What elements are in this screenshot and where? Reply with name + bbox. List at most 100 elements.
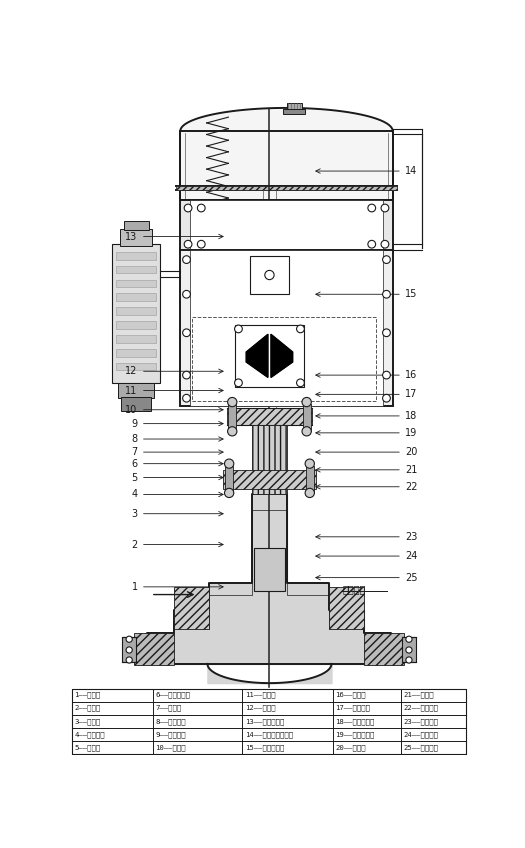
Circle shape (302, 398, 311, 407)
Text: 8——波纹管；: 8——波纹管； (155, 718, 186, 724)
Text: 4: 4 (132, 489, 138, 499)
Bar (72, 689, 466, 754)
Text: 10——填料；: 10——填料； (155, 744, 186, 750)
Text: 17——蝶螺母；: 17——蝶螺母； (335, 705, 370, 711)
Circle shape (368, 240, 375, 248)
Text: 17: 17 (405, 389, 417, 399)
Bar (402, 637, 416, 661)
Text: 11——螺柱；: 11——螺柱； (245, 692, 275, 699)
Bar (174, 587, 209, 629)
Text: 5——垫片；: 5——垫片； (74, 744, 100, 750)
Bar (284, 109, 305, 114)
Text: 15: 15 (405, 289, 417, 299)
Circle shape (383, 371, 391, 379)
Bar (120, 229, 152, 246)
Circle shape (302, 427, 311, 436)
Text: 11: 11 (125, 386, 138, 395)
Text: 14——气动执行机构；: 14——气动执行机构； (245, 731, 293, 738)
Circle shape (406, 657, 412, 663)
Bar (116, 280, 156, 287)
Circle shape (225, 459, 234, 468)
Bar (116, 252, 156, 259)
Text: 7——阀盖；: 7——阀盖； (155, 705, 182, 711)
Text: 3——阀瓣；: 3——阀瓣； (74, 718, 100, 724)
Text: 12——螺母；: 12——螺母； (245, 705, 275, 711)
Text: 1——阀体；: 1——阀体； (74, 692, 100, 699)
Bar (134, 633, 174, 666)
Text: 1: 1 (132, 582, 138, 592)
Text: 介质流向: 介质流向 (343, 584, 366, 594)
Circle shape (183, 256, 191, 264)
Circle shape (235, 379, 243, 387)
Circle shape (184, 204, 192, 212)
Circle shape (406, 647, 412, 653)
Bar (116, 293, 156, 301)
Polygon shape (271, 334, 293, 377)
Bar (306, 466, 313, 493)
Text: 12: 12 (125, 366, 138, 377)
Circle shape (305, 459, 314, 468)
Circle shape (265, 271, 274, 280)
Text: 24——对开环；: 24——对开环； (404, 731, 438, 738)
Circle shape (183, 371, 191, 379)
Bar (190, 250, 383, 406)
Text: 13——气动附件；: 13——气动附件； (245, 718, 284, 724)
Circle shape (383, 256, 391, 264)
Text: 23: 23 (405, 532, 417, 542)
Circle shape (235, 325, 243, 332)
Bar (190, 200, 383, 252)
Text: 6——波纹管座；: 6——波纹管座； (155, 692, 191, 699)
Text: 18: 18 (405, 411, 417, 421)
Bar (192, 317, 375, 400)
Text: 2——阀盖；: 2——阀盖； (74, 705, 100, 711)
Bar (287, 103, 302, 112)
Text: 21——螺柱；: 21——螺柱； (404, 692, 434, 699)
Bar (251, 425, 287, 494)
Text: 22: 22 (405, 482, 417, 492)
Bar (235, 325, 304, 387)
Bar (112, 244, 160, 382)
Bar (250, 256, 289, 294)
Bar (176, 187, 396, 190)
Bar (364, 633, 404, 666)
Text: 10: 10 (125, 404, 138, 415)
Text: 19: 19 (405, 428, 417, 438)
Bar (116, 363, 156, 371)
Text: 19——填料压套；: 19——填料压套； (335, 731, 375, 738)
Circle shape (126, 636, 132, 642)
Circle shape (368, 204, 375, 212)
Text: 25: 25 (405, 572, 417, 583)
Text: 4——下阀杆；: 4——下阀杆； (74, 731, 105, 738)
Bar (329, 587, 364, 629)
Circle shape (305, 488, 314, 498)
Circle shape (183, 290, 191, 298)
Bar (254, 549, 285, 591)
Text: 22——导向套；: 22——导向套； (404, 705, 438, 711)
Circle shape (126, 647, 132, 653)
Circle shape (225, 488, 234, 498)
Text: 9: 9 (132, 419, 138, 428)
Circle shape (383, 394, 391, 402)
Bar (180, 200, 393, 252)
Circle shape (228, 398, 237, 407)
Bar (180, 250, 393, 406)
Bar (124, 221, 149, 231)
Circle shape (383, 290, 391, 298)
Circle shape (126, 657, 132, 663)
Circle shape (183, 394, 191, 402)
Text: 3: 3 (132, 509, 138, 519)
Text: 16: 16 (405, 370, 417, 380)
Bar (228, 404, 236, 432)
Circle shape (197, 240, 205, 248)
Bar (303, 404, 310, 432)
Circle shape (381, 240, 389, 248)
Text: 16——蝶阀；: 16——蝶阀； (335, 692, 366, 699)
Text: 5: 5 (131, 472, 138, 483)
Text: 2: 2 (131, 539, 138, 550)
Bar (121, 397, 151, 410)
Text: 6: 6 (132, 459, 138, 469)
Text: 13: 13 (125, 232, 138, 242)
Polygon shape (147, 494, 391, 664)
Bar (116, 307, 156, 315)
Text: 14: 14 (405, 166, 417, 176)
